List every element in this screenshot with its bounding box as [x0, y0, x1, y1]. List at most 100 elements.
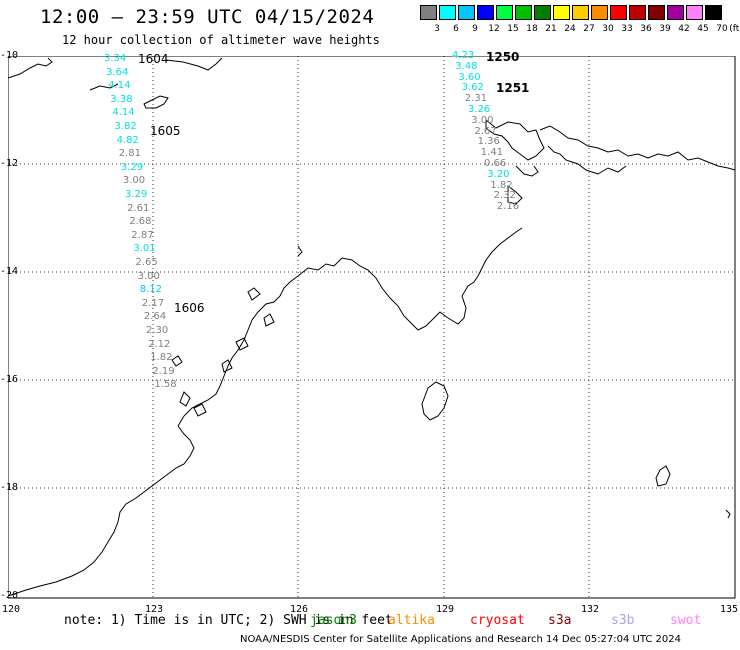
satellite-jason3: jason3 — [310, 613, 357, 628]
lon-label: 132 — [581, 604, 600, 615]
wave-value: 1.82 — [150, 352, 173, 364]
wave-value: 2.19 — [152, 365, 175, 377]
lon-label: 129 — [436, 604, 455, 615]
legend-swatch — [420, 5, 437, 20]
legend-label: 18 — [526, 24, 538, 34]
wave-value: 3.01 — [133, 243, 156, 255]
pass-label-1605: 1605 — [150, 124, 181, 138]
satellite-s3a: s3a — [548, 613, 572, 628]
wave-value: 3.00 — [137, 270, 160, 282]
wave-value: 2.65 — [135, 257, 158, 268]
legend-swatch — [705, 5, 722, 20]
wave-value: 3.38 — [110, 93, 133, 105]
credit-line: NOAA/NESDIS Center for Satellite Applica… — [240, 634, 682, 645]
satellite-cryosat: cryosat — [470, 613, 525, 628]
legend-unit: (ft) — [729, 24, 740, 34]
legend-label: 24 — [564, 24, 576, 34]
legend-swatch — [439, 5, 456, 20]
wave-value: 1.82 — [490, 179, 513, 191]
legend-label: 70 — [716, 24, 728, 34]
wave-value: 2.30 — [146, 325, 169, 336]
wave-value: 3.26 — [468, 104, 491, 115]
legend-swatch — [496, 5, 513, 20]
legend-label: 33 — [621, 24, 633, 34]
wave-value: 3.60 — [458, 71, 481, 83]
page-subtitle: 12 hour collection of altimeter wave hei… — [62, 33, 380, 47]
legend-label: 27 — [583, 24, 595, 34]
wave-value: 3.34 — [104, 53, 127, 64]
legend-label: 36 — [640, 24, 652, 34]
legend-label: 42 — [678, 24, 690, 34]
legend-label: 21 — [545, 24, 557, 34]
wave-value: 1.36 — [477, 136, 500, 148]
wave-value: 2.32 — [493, 190, 516, 202]
lat-label: -20 — [0, 590, 19, 601]
lon-label: 123 — [145, 604, 164, 615]
legend-label: 39 — [659, 24, 671, 34]
wave-value: 1.41 — [480, 147, 504, 159]
legend-label: 9 — [472, 24, 478, 34]
lat-label: -16 — [0, 374, 19, 385]
pass-label-1604: 1604 — [138, 52, 169, 66]
map-panel — [8, 56, 736, 599]
wave-value: 3.29 — [120, 161, 144, 173]
legend-swatch — [591, 5, 608, 20]
wave-value: 0.66 — [484, 158, 507, 169]
coastline — [8, 57, 736, 597]
wave-value: 2.16 — [496, 201, 520, 213]
lon-label: 120 — [2, 604, 21, 615]
wave-value: 4.82 — [116, 134, 139, 146]
legend-label: 15 — [507, 24, 519, 34]
legend-swatch — [629, 5, 646, 20]
legend-label: 12 — [488, 24, 500, 34]
legend-swatch — [553, 5, 570, 20]
satellite-altika: altika — [388, 613, 435, 628]
wave-value: 4.23 — [452, 50, 475, 61]
satellite-swot: swot — [670, 613, 702, 628]
wave-value: 2.61 — [127, 202, 150, 214]
wave-value: 3.20 — [487, 168, 510, 180]
wave-value: 2.12 — [148, 338, 171, 350]
page-title: 12:00 – 23:59 UTC 04/15/2024 — [40, 6, 375, 28]
legend-label: 30 — [602, 24, 614, 34]
lon-label: 135 — [720, 604, 739, 615]
wave-value: 3.00 — [122, 175, 146, 187]
legend-swatch — [610, 5, 627, 20]
wave-value: 2.68 — [129, 216, 152, 228]
wave-value: 2.87 — [131, 229, 154, 241]
wave-value: 1.58 — [154, 379, 177, 391]
footer-note: note: 1) Time is in UTC; 2) SWH is in fe… — [64, 613, 393, 628]
wave-value: 3.48 — [455, 60, 478, 72]
wave-value: 3.00 — [471, 114, 494, 126]
pass-label-1251: 1251 — [496, 81, 530, 95]
legend-label: 3 — [434, 24, 440, 34]
legend-swatch — [477, 5, 494, 20]
legend-swatch — [648, 5, 665, 20]
legend-swatch — [686, 5, 703, 20]
wave-value: 3.29 — [125, 189, 148, 200]
lat-label: -14 — [0, 266, 19, 277]
wave-value: 4.14 — [108, 80, 131, 92]
wave-value: 3.64 — [106, 66, 129, 78]
legend-swatch — [572, 5, 589, 20]
lat-label: -12 — [0, 158, 19, 169]
pass-label-1250: 1250 — [486, 50, 520, 64]
wave-value: 8.12 — [139, 284, 162, 296]
wave-value: 2.67 — [474, 125, 497, 137]
wave-value: 2.17 — [141, 297, 165, 309]
legend-swatch — [534, 5, 551, 20]
wave-value: 3.62 — [461, 82, 484, 94]
satellite-s3b: s3b — [611, 613, 635, 628]
legend-label: 45 — [697, 24, 709, 34]
pass-label-1606: 1606 — [174, 301, 205, 315]
lat-label: -18 — [0, 482, 19, 493]
lon-label: 126 — [290, 604, 309, 615]
legend-swatch — [667, 5, 684, 20]
legend-swatch — [515, 5, 532, 20]
wave-value: 4.14 — [112, 107, 135, 119]
wave-value: 2.64 — [143, 311, 167, 323]
wave-value: 2.31 — [464, 93, 488, 105]
lat-label: -10 — [0, 50, 19, 61]
legend-label: 6 — [453, 24, 459, 34]
legend-swatch — [458, 5, 475, 20]
